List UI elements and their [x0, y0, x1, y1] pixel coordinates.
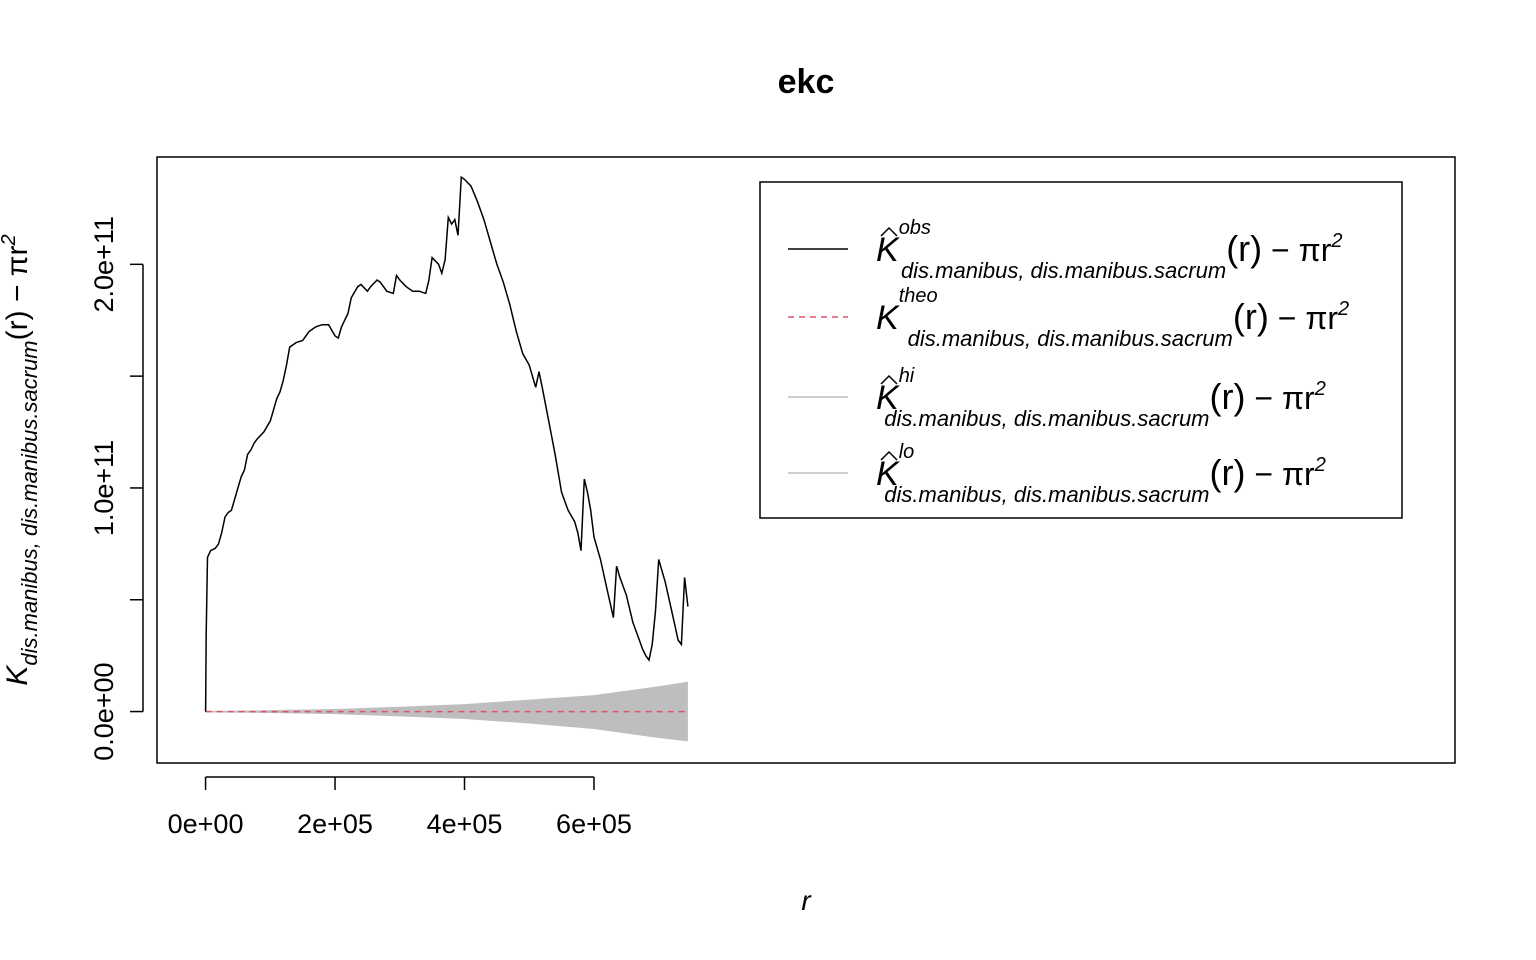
y-axis: 0.0e+00 1.0e+11 2.0e+11: [89, 216, 144, 761]
y-tick-label: 0.0e+00: [89, 662, 119, 760]
legend-hat-lo: [880, 450, 898, 461]
legend-box: [759, 181, 1403, 519]
x-axis: 0e+00 2e+05 4e+05 6e+05: [168, 776, 632, 839]
x-axis-label: r: [801, 885, 812, 916]
legend-label-obs: Kobs dis.manibus, dis.manibus.sacrum(r) −…: [876, 217, 1342, 283]
legend-label-hi: Khi dis.manibus, dis.manibus.sacrum(r) − …: [876, 365, 1326, 431]
x-tick-label: 2e+05: [297, 809, 373, 839]
y-tick-label: 2.0e+11: [89, 216, 119, 312]
x-tick-label: 6e+05: [556, 809, 632, 839]
y-tick-label: 1.0e+11: [89, 440, 119, 536]
y-axis-label: Kdis.manibus, dis.manibus.sacrum(r) − πr…: [0, 234, 42, 685]
legend-label-lo: Klo dis.manibus, dis.manibus.sacrum(r) − …: [876, 441, 1326, 507]
legend-label-theo: Ktheo dis.manibus, dis.manibus.sacrum(r) …: [876, 285, 1349, 351]
x-tick-label: 4e+05: [427, 809, 503, 839]
series-line-obs: [204, 175, 689, 712]
plot-frame: [156, 156, 1456, 764]
chart-title: ekc: [778, 63, 835, 101]
legend: Kobs dis.manibus, dis.manibus.sacrum(r) −…: [759, 181, 1403, 519]
legend-hat-obs: [880, 226, 898, 237]
envelope-band: [205, 682, 688, 741]
x-tick-label: 0e+00: [168, 809, 244, 839]
series-line-lo: [205, 710, 688, 742]
series-line-hi: [205, 681, 689, 713]
plot-area: [204, 175, 689, 742]
legend-hat-hi: [880, 374, 898, 385]
